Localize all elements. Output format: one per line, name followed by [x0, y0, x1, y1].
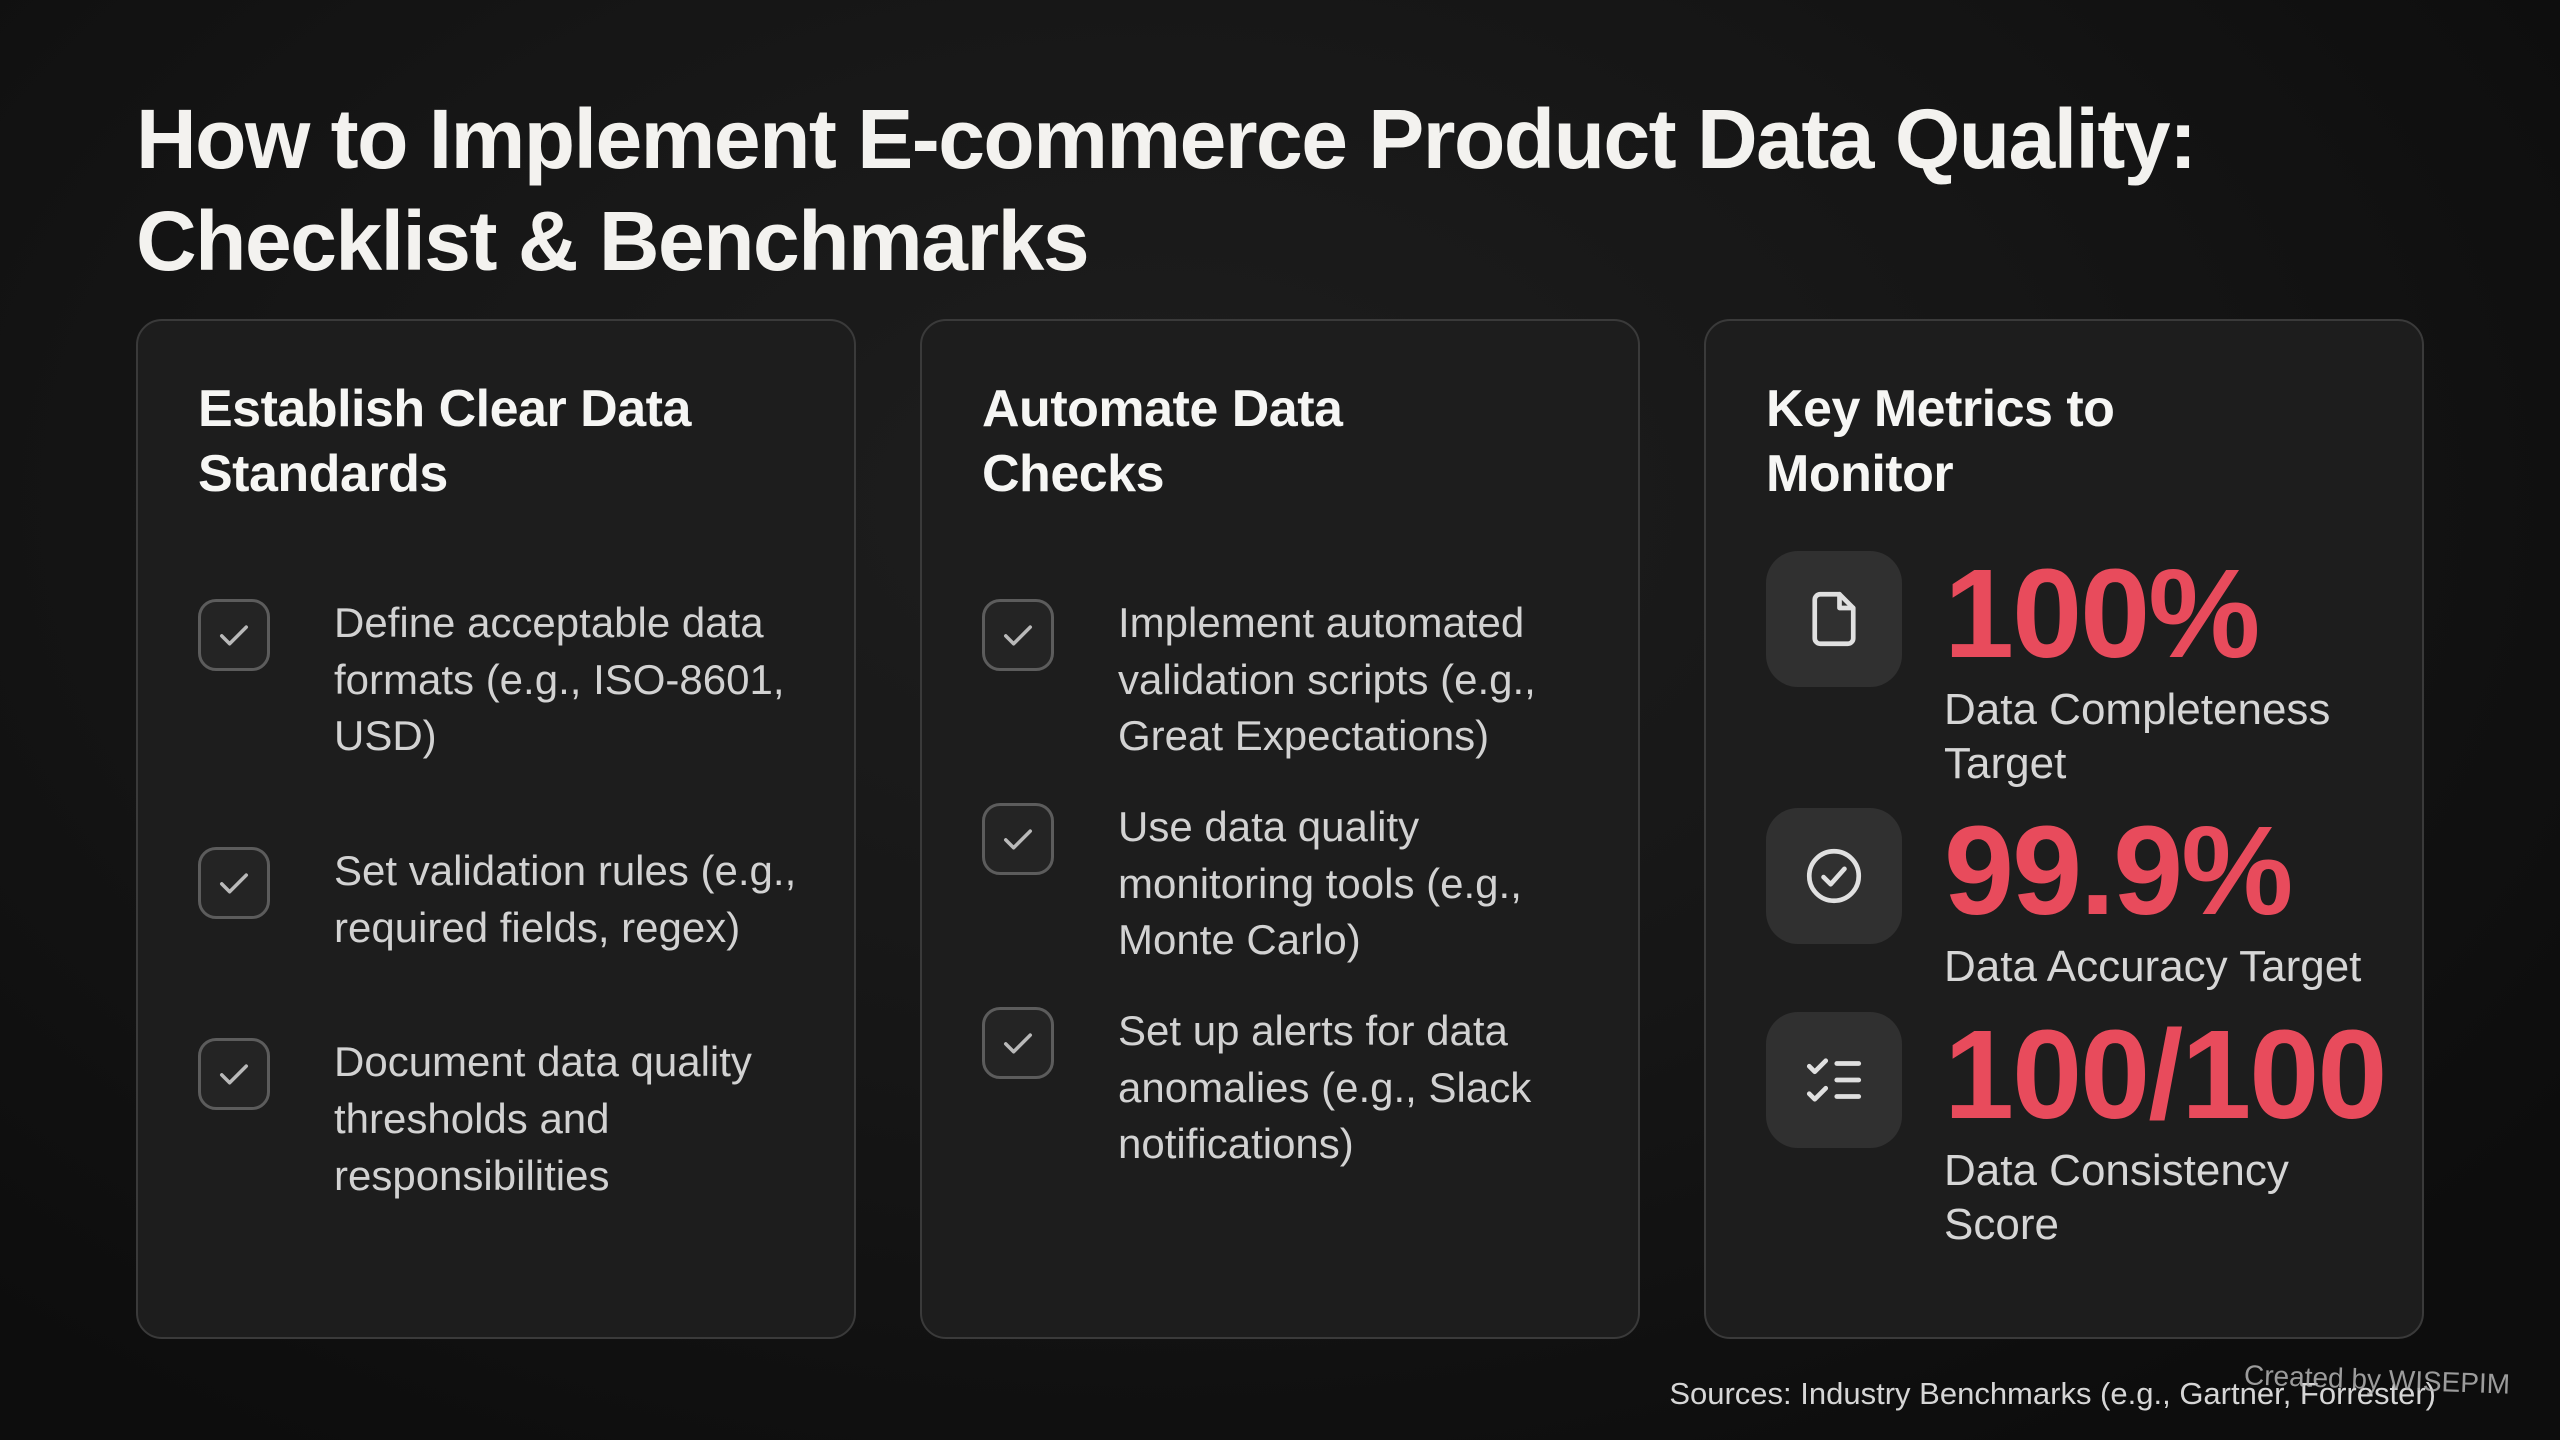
checkbox-checked-icon [982, 1007, 1054, 1080]
checkbox-checked-icon [982, 598, 1054, 671]
checklist-item: Set validation rules (e.g., required fie… [198, 843, 806, 956]
checklist-item-text: Set up alerts for data anomalies (e.g., … [1118, 1007, 1532, 1168]
metric-value: 100% [1944, 542, 2260, 684]
document-icon [1766, 550, 1902, 687]
checklist-item: Define acceptable data formats (e.g., IS… [198, 595, 806, 765]
metric-value: 99.9% [1944, 800, 2293, 942]
metric-data-accuracy: 99.9% Data Accuracy Target [1766, 808, 2374, 994]
checklist-item-text: Document data quality thresholds and res… [334, 1038, 752, 1199]
checklist-item: Set up alerts for data anomalies (e.g., … [982, 1003, 1590, 1173]
checkbox-checked-icon [982, 803, 1054, 875]
checklist-item: Document data quality thresholds and res… [198, 1034, 806, 1204]
card-title: Automate Data Checks [982, 379, 1343, 503]
checklist: Define acceptable data formats (e.g., IS… [198, 595, 806, 1205]
check-circle-icon [1766, 808, 1902, 945]
metric-label: Data Accuracy Target [1944, 942, 2362, 992]
checklist-item-text: Use data quality monitoring tools (e.g.,… [1118, 803, 1522, 964]
page-title: How to Implement E-commerce Product Data… [136, 92, 2197, 289]
metrics-list: 100% Data Completeness Target 99.9% Data… [1766, 542, 2387, 1251]
card-automate-checks: Automate Data Checks Implement automated… [920, 318, 1640, 1339]
checklist-item-text: Set validation rules (e.g., required fie… [334, 847, 797, 951]
metric-data-completeness: 100% Data Completeness Target [1766, 542, 2374, 790]
metric-body: 100/100 Data Consistency Score [1944, 1003, 2387, 1251]
card-key-metrics: Key Metrics to Monitor 100% Data Complet… [1704, 318, 2424, 1339]
metric-body: 100% Data Completeness Target [1944, 542, 2364, 790]
metric-label: Data Completeness Target [1944, 684, 2331, 788]
card-title: Key Metrics to Monitor [1766, 379, 2115, 503]
metric-body: 99.9% Data Accuracy Target [1944, 808, 2361, 994]
checklist-item: Implement automated validation scripts (… [982, 595, 1590, 765]
cards-row: Establish Clear Data Standards Define ac… [136, 318, 2424, 1339]
metric-data-consistency: 100/100 Data Consistency Score [1766, 1011, 2387, 1251]
checklist-item-text: Define acceptable data formats (e.g., IS… [334, 598, 785, 760]
checklist-icon [1766, 1011, 1902, 1148]
checkbox-checked-icon [198, 1038, 270, 1111]
metric-value: 100/100 [1944, 1003, 2387, 1145]
checklist: Implement automated validation scripts (… [982, 595, 1590, 1173]
checkbox-checked-icon [198, 598, 270, 671]
card-establish-standards: Establish Clear Data Standards Define ac… [136, 318, 856, 1339]
card-title: Establish Clear Data Standards [198, 379, 691, 503]
checklist-item: Use data quality monitoring tools (e.g.,… [982, 799, 1590, 969]
metric-label: Data Consistency Score [1944, 1145, 2289, 1249]
checklist-item-text: Implement automated validation scripts (… [1118, 598, 1536, 760]
sources-text: Sources: Industry Benchmarks (e.g., Gart… [1669, 1376, 2436, 1411]
checkbox-checked-icon [198, 847, 270, 919]
